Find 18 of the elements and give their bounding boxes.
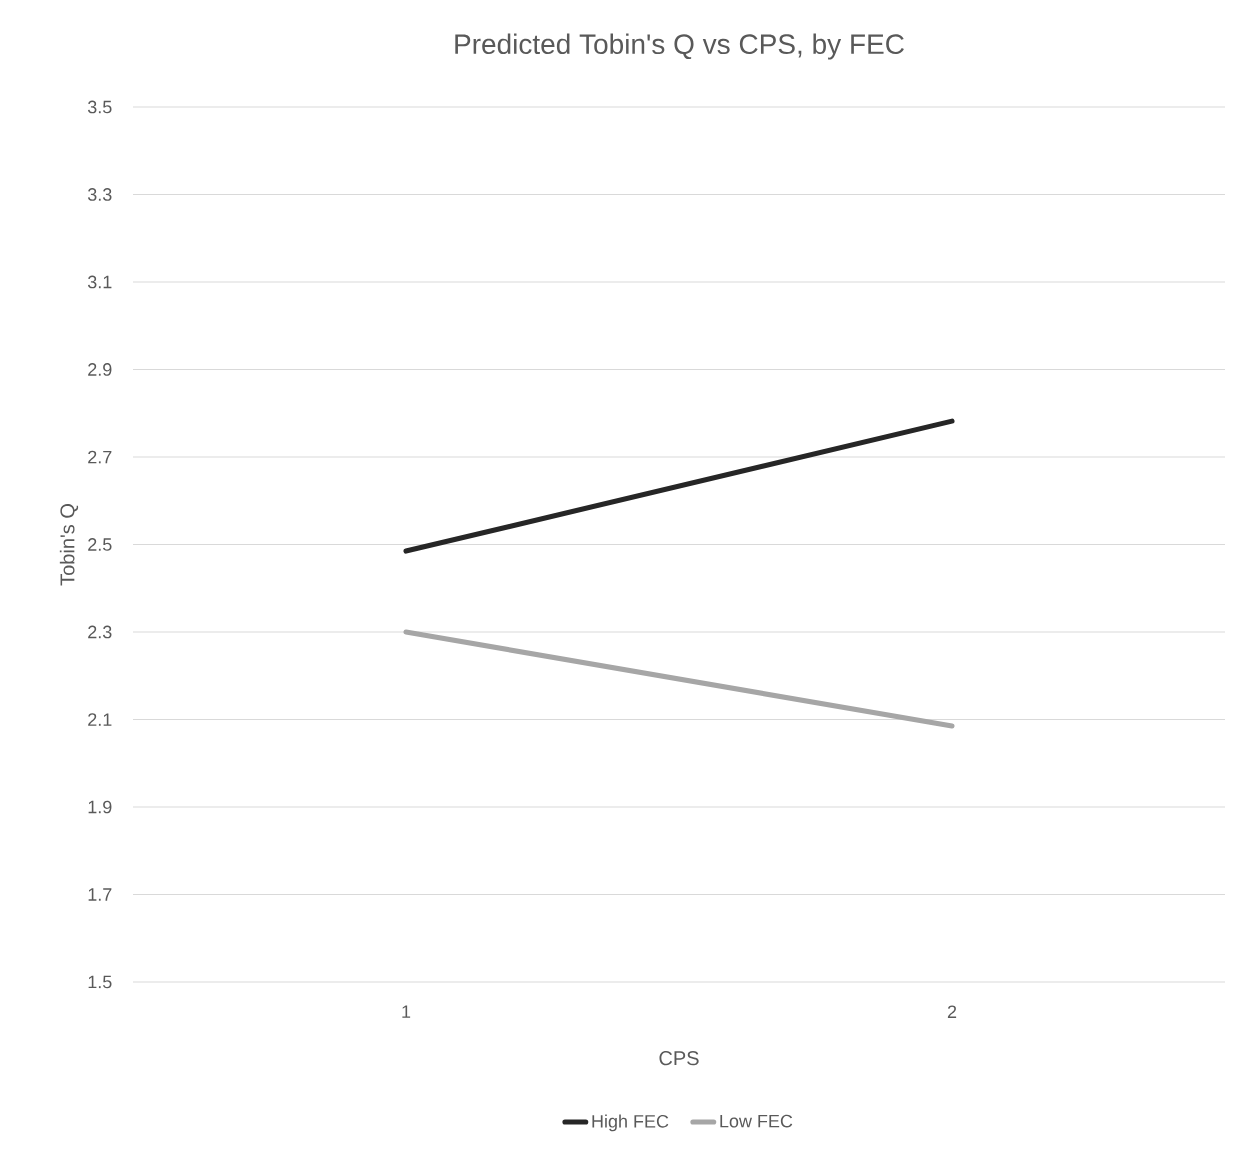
legend-label: Low FEC [720,1114,793,1128]
y-tick-label: 1.5 [88,975,112,989]
x-tick-label: 2 [947,1005,957,1018]
y-tick-label: 2.7 [88,450,112,464]
y-tick-label: 2.5 [88,538,112,551]
chart-title: Predicted Tobin's Q vs CPS, by FEC [455,33,904,60]
y-tick-label: 3.5 [87,100,112,114]
x-axis-title: CPS [659,1051,699,1066]
y-tick-label: 2.1 [88,713,112,726]
y-tick-label: 3.1 [87,275,112,289]
y-tick-label: 3.3 [87,188,112,201]
legend-label: High FEC [592,1114,669,1132]
y-tick-label: 2.9 [88,363,112,376]
x-tick-label: 1 [402,1005,411,1018]
y-tick-label: 1.9 [88,800,112,814]
y-axis-title: Tobin's Q [59,504,79,586]
y-tick-label: 2.3 [88,625,112,639]
y-tick-label: 1.7 [88,888,112,901]
